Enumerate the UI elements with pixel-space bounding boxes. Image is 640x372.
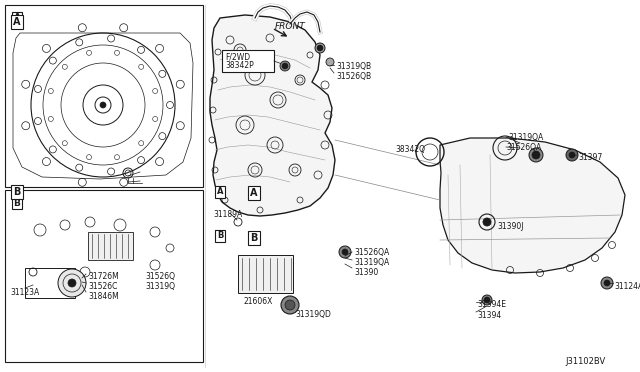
Text: A: A bbox=[13, 17, 20, 27]
Circle shape bbox=[58, 269, 86, 297]
Text: 31526Q: 31526Q bbox=[145, 272, 175, 281]
Text: 31319QD: 31319QD bbox=[295, 310, 331, 319]
Text: 31319QB: 31319QB bbox=[336, 62, 371, 71]
Polygon shape bbox=[12, 205, 196, 283]
Circle shape bbox=[100, 102, 106, 108]
Circle shape bbox=[339, 246, 351, 258]
Text: B: B bbox=[13, 199, 20, 208]
Circle shape bbox=[566, 149, 578, 161]
Text: 31189A: 31189A bbox=[213, 210, 243, 219]
Text: 31390J: 31390J bbox=[497, 222, 524, 231]
Text: 31390: 31390 bbox=[354, 268, 378, 277]
Text: 31124A: 31124A bbox=[614, 282, 640, 291]
Circle shape bbox=[68, 279, 76, 287]
Text: 38342Q: 38342Q bbox=[395, 145, 425, 154]
Circle shape bbox=[484, 297, 490, 303]
Polygon shape bbox=[440, 138, 625, 273]
Text: 31526QA: 31526QA bbox=[354, 248, 389, 257]
Text: 31526C: 31526C bbox=[88, 282, 117, 291]
Text: 31726M: 31726M bbox=[88, 272, 119, 281]
Text: 31394E: 31394E bbox=[477, 300, 506, 309]
Text: A: A bbox=[250, 188, 258, 198]
Circle shape bbox=[282, 63, 288, 69]
Text: 31394: 31394 bbox=[477, 311, 501, 320]
Circle shape bbox=[529, 148, 543, 162]
Text: F/2WD: F/2WD bbox=[225, 52, 250, 61]
Text: 31319QA: 31319QA bbox=[508, 133, 543, 142]
Polygon shape bbox=[8, 30, 198, 182]
Bar bbox=[5, 190, 203, 362]
Text: FRONT: FRONT bbox=[275, 22, 306, 31]
Circle shape bbox=[482, 295, 492, 305]
Polygon shape bbox=[210, 15, 335, 216]
Text: B: B bbox=[13, 187, 20, 197]
Bar bbox=[238, 255, 293, 293]
Text: A: A bbox=[13, 13, 20, 22]
Circle shape bbox=[281, 296, 299, 314]
Text: 21606X: 21606X bbox=[244, 297, 273, 306]
Text: B: B bbox=[250, 233, 258, 243]
Text: 31526QB: 31526QB bbox=[336, 72, 371, 81]
Text: 31123A: 31123A bbox=[10, 288, 39, 297]
Text: 31319Q: 31319Q bbox=[145, 282, 175, 291]
Bar bbox=[5, 5, 203, 187]
Circle shape bbox=[315, 43, 325, 53]
Circle shape bbox=[285, 300, 295, 310]
Bar bbox=[25, 268, 75, 298]
Circle shape bbox=[569, 152, 575, 158]
Circle shape bbox=[601, 277, 613, 289]
Circle shape bbox=[317, 45, 323, 51]
Circle shape bbox=[280, 61, 290, 71]
Bar bbox=[88, 232, 133, 260]
Text: B: B bbox=[217, 231, 223, 241]
Circle shape bbox=[326, 58, 334, 66]
Bar bbox=[222, 50, 274, 72]
Circle shape bbox=[342, 249, 348, 255]
Text: A: A bbox=[217, 187, 223, 196]
Text: 31846M: 31846M bbox=[88, 292, 119, 301]
Text: J31102BV: J31102BV bbox=[565, 357, 605, 366]
Text: 31397: 31397 bbox=[578, 153, 602, 162]
Text: 31319QA: 31319QA bbox=[354, 258, 389, 267]
Circle shape bbox=[604, 280, 610, 286]
Text: 38342P: 38342P bbox=[225, 61, 253, 70]
Circle shape bbox=[483, 218, 491, 226]
Circle shape bbox=[532, 151, 540, 159]
Text: 31526QA: 31526QA bbox=[506, 143, 541, 152]
